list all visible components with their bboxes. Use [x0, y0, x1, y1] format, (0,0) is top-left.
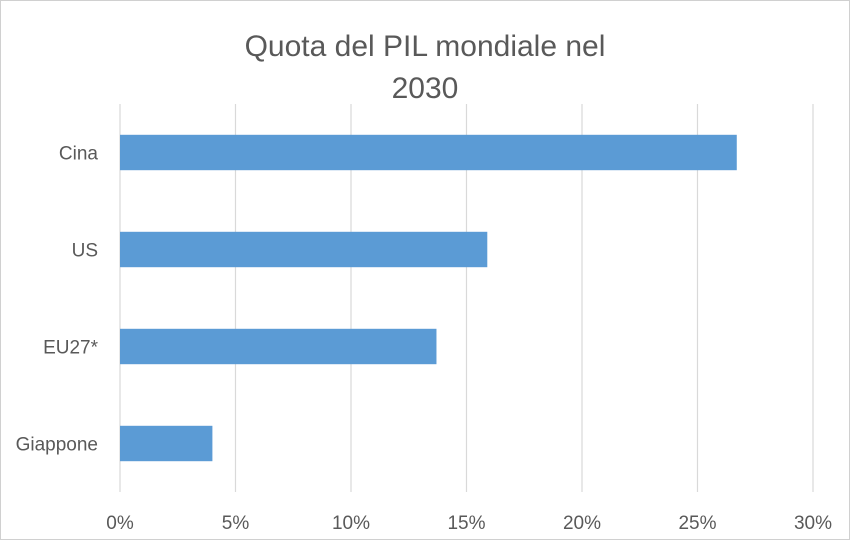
category-label-giappone: Giappone	[16, 435, 98, 456]
x-tick-label-5: 5%	[222, 513, 250, 534]
x-tick-label-0: 0%	[106, 513, 134, 534]
x-tick-label-15: 15%	[447, 513, 485, 534]
x-tick-label-25: 25%	[678, 513, 716, 534]
category-label-us: US	[72, 241, 98, 262]
category-labels: Cina US EU27* Giappone	[16, 144, 99, 456]
chart-title-line-1: Quota del PIL mondiale nel	[244, 30, 606, 63]
category-label-cina: Cina	[59, 144, 99, 165]
x-tick-label-10: 10%	[332, 513, 370, 534]
bar-cina	[120, 134, 737, 171]
bars	[120, 134, 737, 462]
bar-us	[120, 231, 488, 268]
bar-giappone	[120, 425, 213, 462]
bar-eu27	[120, 328, 437, 365]
category-label-eu27: EU27*	[43, 338, 99, 359]
chart-title-line-2: 2030	[391, 72, 459, 105]
x-tick-label-30: 30%	[794, 513, 832, 534]
x-tick-label-20: 20%	[563, 513, 601, 534]
chart-title: Quota del PIL mondiale nel 2030	[0, 26, 850, 110]
x-axis-tick-labels: 0% 5% 10% 15% 20% 25% 30%	[106, 513, 832, 534]
